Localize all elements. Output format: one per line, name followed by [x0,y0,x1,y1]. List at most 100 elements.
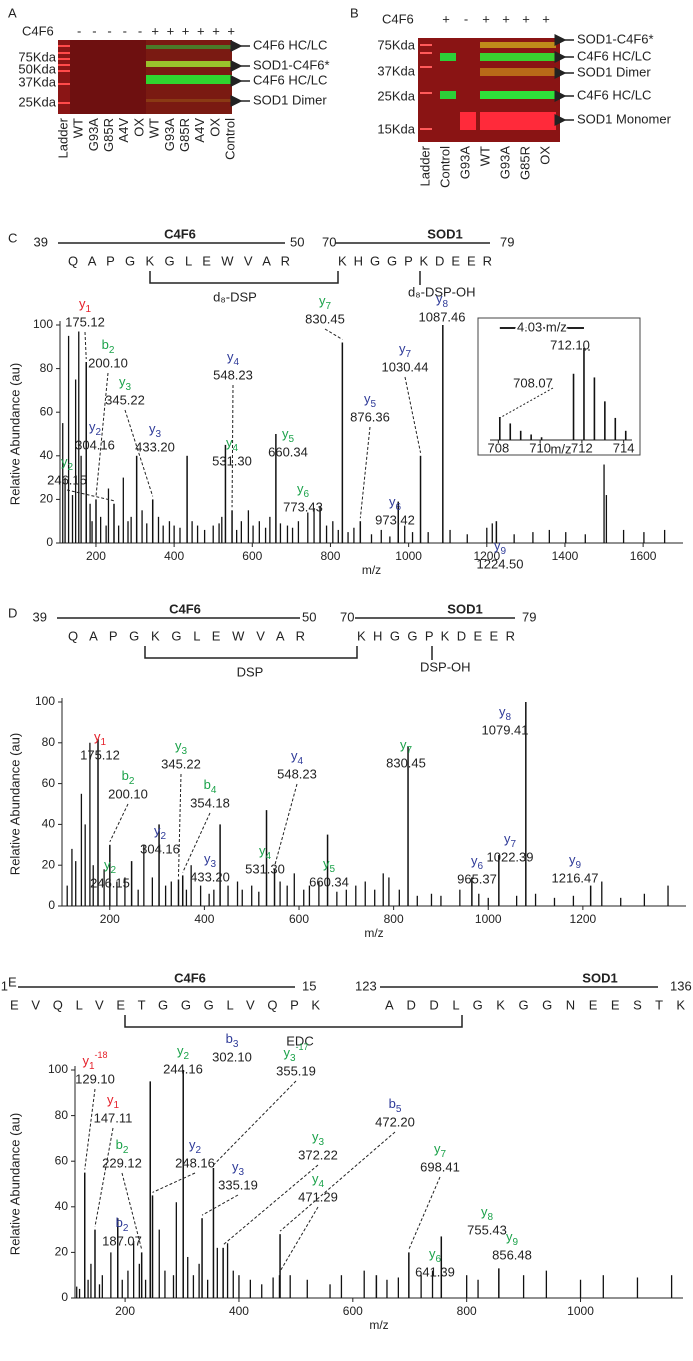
ion-type: y [400,737,407,752]
mz-label: 129.10 [75,1071,115,1086]
ion-number: 9 [575,860,581,871]
crosslinker-label: d₈-DSP [213,289,257,304]
ion-label: y8 [436,291,449,309]
ion-type: y [429,1246,436,1261]
mz-label: 856.48 [492,1247,532,1262]
x-tick-label: 200 [115,1304,135,1318]
mass-shift-label: 4.03 m/z [517,319,567,334]
mz-label: 1030.44 [382,359,429,374]
inset-box [477,317,641,456]
mz-label: 1079.41 [482,722,529,737]
mz-label: 200.10 [88,355,128,370]
treatment-sign: + [212,23,220,38]
treatment-sign: - [77,23,81,38]
x-tick-label: 1400 [552,549,579,563]
ion-type: y [494,538,501,553]
x-tick-label: 600 [343,1304,363,1318]
ion-label: y4 [227,349,240,367]
ion-number: 4 [297,756,303,767]
ion-number: 7 [510,839,516,850]
leader-line [66,489,115,502]
y-tick-label: 60 [42,776,56,790]
mz-label: 773.43 [283,499,323,514]
y-tick-label: 20 [42,857,56,871]
crosslinker-label: DSP-OH [420,659,471,674]
residue-number: 39 [34,234,48,249]
ion-type: y [226,435,233,450]
ion-label: y1 [94,729,107,747]
gel-image [418,38,560,142]
x-tick-label: 400 [194,912,214,926]
band-label: SOD1 Monomer [577,111,672,126]
treatment-sign: - [107,23,111,38]
ion-number: 7 [406,745,412,756]
ion-number: 3 [238,1167,244,1178]
ion-label: y8 [481,1204,494,1222]
ion-number: 6 [477,861,483,872]
ion-label: y2 [177,1043,190,1061]
ion-type: y [434,1141,441,1156]
mw-label: 37Kda [377,63,415,78]
y-tick-label: 80 [55,1108,69,1122]
ion-label: y6 [389,494,402,512]
leader-line [274,783,298,867]
y-tick-label: 60 [55,1153,69,1167]
ion-type: y [312,1171,319,1186]
ion-label: y2 [61,454,74,472]
ion-number: 2 [160,831,166,842]
mz-label: 641.39 [415,1264,455,1279]
ion-type: y [436,291,443,306]
leader-line [497,387,554,420]
mz-label: 175.12 [65,314,105,329]
ion-label: y3 [232,1159,245,1177]
ion-type: y [471,853,478,868]
y-tick-label: 40 [40,448,54,462]
y-tick-label: 80 [42,735,56,749]
ion-type: y [107,1092,114,1107]
ion-number: 2 [109,345,115,356]
ion-type: y [323,856,330,871]
leader-line [324,328,343,340]
mz-label: 302.10 [212,1049,252,1064]
ion-label: y3 [204,851,217,869]
ion-type: b [122,768,129,783]
ion-type: y [119,374,126,389]
gel-image [58,40,232,114]
panel-letter: E [8,974,17,989]
treatment-sign: + [151,23,159,38]
band-label: C4F6 HC/LC [577,87,651,102]
ion-label: b2 [116,1137,129,1155]
leader-line [94,1127,114,1227]
peptide-sequence: Q A P G K G L E W V A R [68,628,305,643]
ion-number: 4 [318,1179,324,1190]
y-tick-label: 80 [40,361,54,375]
crosslinker-label: DSP [237,664,264,679]
ion-type: y [149,421,156,436]
ion-type: y [569,852,576,867]
residue-number: 136 [670,978,692,993]
treatment-sign: + [542,11,550,26]
x-tick-label: 1000 [395,549,422,563]
y-tick-label: 100 [35,694,55,708]
y-tick-label: 60 [40,404,54,418]
ion-label: y9 [494,538,507,556]
panel-letter: C [8,230,17,245]
ion-number: 7 [440,1149,446,1160]
ion-label: y3 [175,738,188,756]
treatment-sign: + [182,23,190,38]
ion-label: y2 [104,857,117,875]
residue-number: 70 [340,609,354,624]
crosslink [144,646,358,659]
band-label: SOD1-C4F6* [253,57,330,72]
protein-name: SOD1 [447,601,482,616]
ion-type: b [204,777,211,792]
ion-label: y6 [471,853,484,871]
panel-letter: D [8,605,17,620]
ion-number: 3 [290,1053,296,1064]
leader-line [201,1194,239,1216]
mz-label: 175.12 [80,747,120,762]
ion-label: y4 [226,435,239,453]
ion-number: 6 [395,502,401,513]
ion-label: y1 [107,1092,120,1110]
